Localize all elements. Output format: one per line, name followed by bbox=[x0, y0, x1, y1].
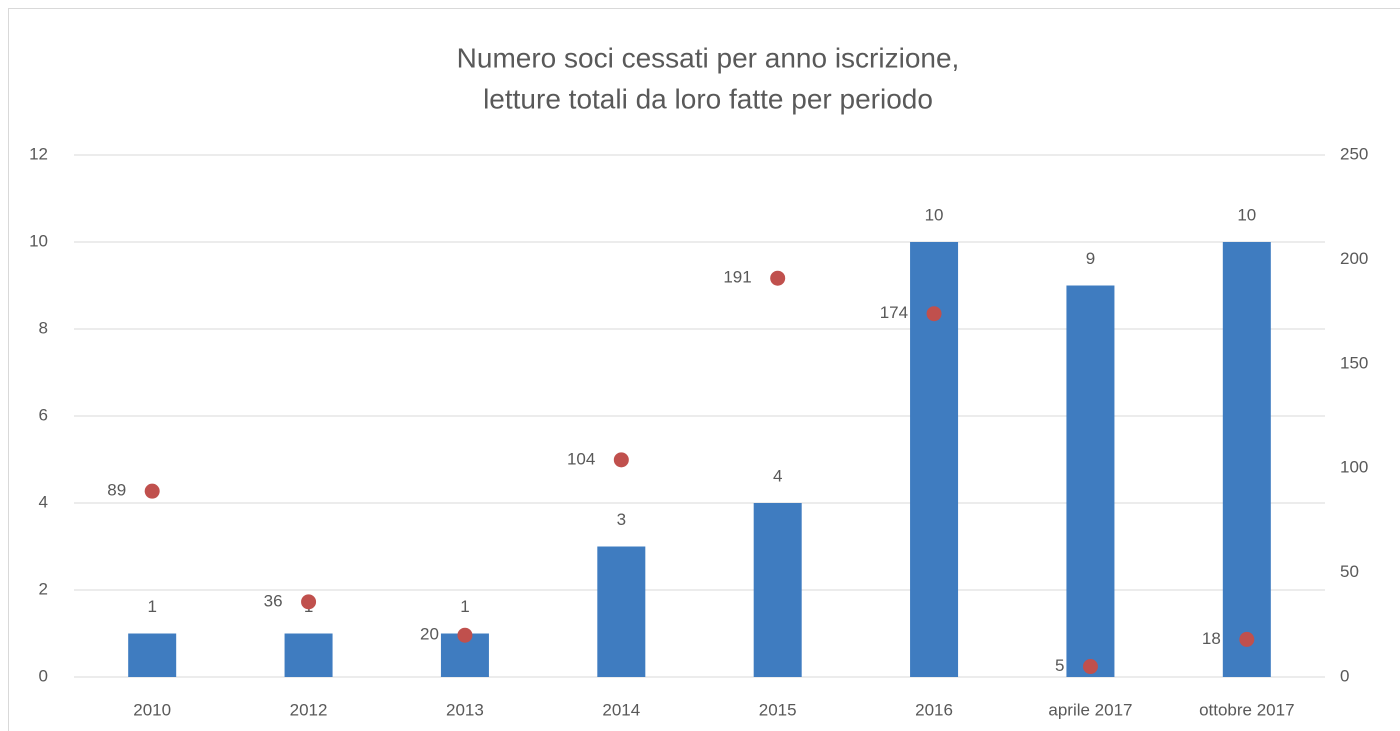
x-tick-label: 2016 bbox=[915, 700, 953, 719]
bar bbox=[1222, 242, 1271, 677]
bar bbox=[284, 633, 333, 677]
bar-label: 10 bbox=[1237, 205, 1256, 224]
point bbox=[926, 306, 942, 322]
bar bbox=[128, 633, 177, 677]
bar bbox=[1066, 285, 1115, 677]
y2-tick-label: 200 bbox=[1340, 249, 1368, 268]
bar-label: 10 bbox=[925, 205, 944, 224]
point-label: 20 bbox=[420, 625, 439, 644]
point-label: 191 bbox=[723, 268, 751, 287]
bar bbox=[753, 503, 802, 677]
x-tick-label: ottobre 2017 bbox=[1199, 700, 1294, 719]
point-label: 89 bbox=[107, 481, 126, 500]
y-tick-label: 12 bbox=[29, 144, 48, 163]
x-tick-label: 2012 bbox=[290, 700, 328, 719]
point bbox=[1239, 631, 1255, 647]
point-label: 174 bbox=[880, 303, 908, 322]
x-tick-label: 2014 bbox=[602, 700, 640, 719]
y-tick-label: 10 bbox=[29, 231, 48, 250]
point bbox=[770, 270, 786, 286]
y2-tick-label: 250 bbox=[1340, 144, 1368, 163]
point-label: 18 bbox=[1202, 629, 1221, 648]
y-tick-label: 4 bbox=[39, 492, 48, 511]
point bbox=[457, 627, 473, 643]
y-tick-label: 8 bbox=[39, 318, 48, 337]
y2-tick-label: 0 bbox=[1340, 666, 1349, 685]
y2-tick-label: 150 bbox=[1340, 353, 1368, 372]
x-tick-label: aprile 2017 bbox=[1048, 700, 1132, 719]
x-tick-label: 2015 bbox=[759, 700, 797, 719]
point-label: 36 bbox=[264, 591, 283, 610]
y2-tick-label: 100 bbox=[1340, 458, 1368, 477]
point bbox=[301, 594, 317, 610]
bar-label: 4 bbox=[773, 466, 782, 485]
chart-title: Numero soci cessati per anno iscrizione, bbox=[457, 42, 960, 73]
bar-label: 1 bbox=[460, 597, 469, 616]
y-tick-label: 6 bbox=[39, 405, 48, 424]
chart-frame bbox=[8, 8, 1400, 731]
x-tick-label: 2013 bbox=[446, 700, 484, 719]
y-tick-label: 2 bbox=[39, 579, 48, 598]
point bbox=[613, 452, 629, 468]
point bbox=[144, 483, 160, 499]
y-tick-label: 0 bbox=[39, 666, 48, 685]
bar bbox=[597, 546, 646, 677]
chart-title: letture totali da loro fatte per periodo bbox=[483, 83, 933, 114]
point bbox=[1082, 659, 1098, 675]
point-label: 104 bbox=[567, 449, 595, 468]
bar-label: 3 bbox=[617, 510, 626, 529]
bar-label: 9 bbox=[1086, 249, 1095, 268]
bar-label: 1 bbox=[147, 597, 156, 616]
point-label: 5 bbox=[1055, 656, 1064, 675]
y2-tick-label: 50 bbox=[1340, 562, 1359, 581]
x-tick-label: 2010 bbox=[133, 700, 171, 719]
